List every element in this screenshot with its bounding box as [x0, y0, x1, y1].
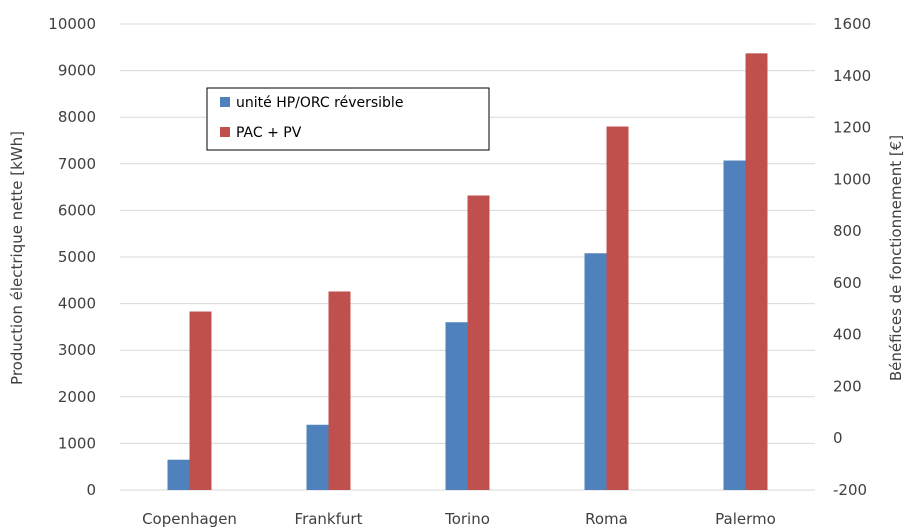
y-tick-label: 5000 — [58, 248, 96, 266]
y2-tick-label: 600 — [833, 274, 862, 292]
bar-series-1 — [584, 253, 607, 490]
bar-series-2 — [745, 53, 768, 490]
y2-axis-ticks: -200 0 200 400 600 800 1000 1200 1400 1600 — [833, 15, 871, 499]
legend-label-series-1: unité HP/ORC réversible — [236, 95, 403, 111]
y-axis-title: Production électrique nette [kWh] — [8, 131, 26, 385]
bar-series-2 — [328, 291, 351, 490]
y-tick-label: 4000 — [58, 295, 96, 313]
x-tick-label: Frankfurt — [295, 510, 363, 528]
x-tick-label: Copenhagen — [142, 510, 237, 528]
y2-tick-label: 200 — [833, 377, 862, 395]
bar-series-2 — [467, 195, 490, 490]
x-tick-label: Roma — [585, 510, 628, 528]
x-tick-label: Torino — [444, 510, 490, 528]
y-tick-label: 7000 — [58, 155, 96, 173]
bar-series-2 — [189, 311, 212, 490]
legend: unité HP/ORC réversible PAC + PV — [206, 87, 490, 151]
y-tick-label: 1000 — [58, 434, 96, 452]
x-tick-label: Palermo — [715, 510, 776, 528]
y2-tick-label: 1200 — [833, 119, 871, 137]
y-tick-label: 0 — [86, 481, 96, 499]
y-tick-label: 6000 — [58, 201, 96, 219]
y-tick-label: 8000 — [58, 108, 96, 126]
legend-box — [206, 87, 490, 151]
y2-tick-label: 1400 — [833, 67, 871, 85]
bar-series-1 — [306, 424, 329, 490]
y2-axis-title: Bénéfices de fonctionnement [€] — [887, 135, 905, 381]
y2-tick-label: -200 — [833, 481, 867, 499]
y-tick-label: 10000 — [48, 15, 96, 33]
y-tick-label: 2000 — [58, 388, 96, 406]
bar-series-2 — [606, 126, 629, 491]
legend-label-series-2: PAC + PV — [236, 125, 302, 141]
bar-series-1 — [167, 459, 190, 490]
y-tick-label: 9000 — [58, 62, 96, 80]
y2-tick-label: 0 — [833, 429, 843, 447]
legend-swatch-series-1 — [220, 97, 230, 107]
bar-series-1 — [723, 160, 746, 490]
legend-swatch-series-2 — [220, 127, 230, 137]
y2-tick-label: 800 — [833, 222, 862, 240]
y-tick-label: 3000 — [58, 341, 96, 359]
bars — [167, 53, 768, 491]
y2-tick-label: 1600 — [833, 15, 871, 33]
x-axis-ticks: Copenhagen Frankfurt Torino Roma Palermo — [142, 510, 776, 528]
y2-tick-label: 1000 — [833, 170, 871, 188]
y-axis-ticks: 0 1000 2000 3000 4000 5000 6000 7000 8000 9000 100… — [48, 15, 96, 499]
y2-tick-label: 400 — [833, 326, 862, 344]
bar-series-1 — [445, 322, 468, 490]
